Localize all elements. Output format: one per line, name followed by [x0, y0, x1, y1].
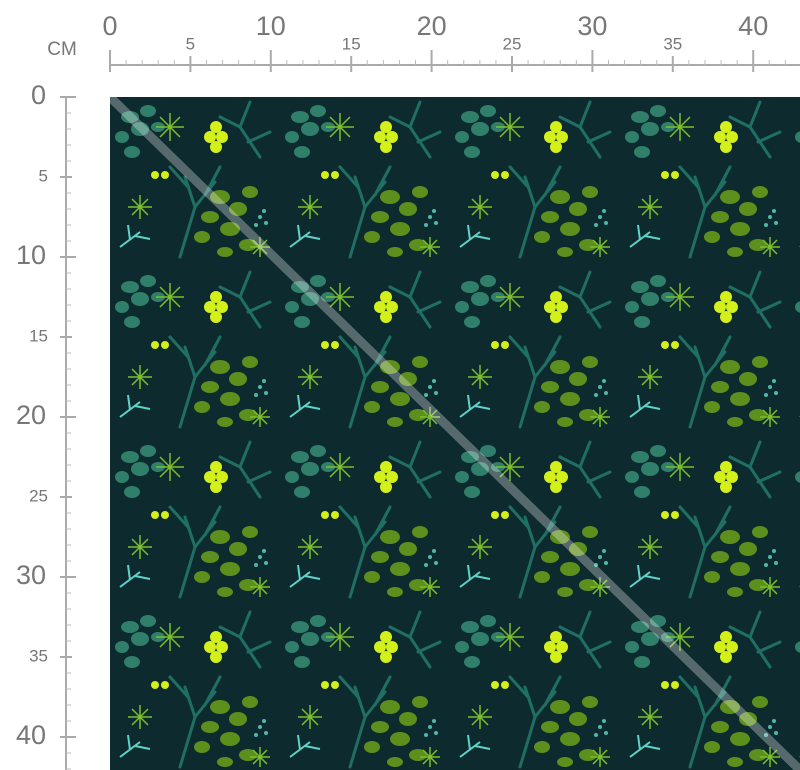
- top-tick-label: 15: [342, 34, 361, 53]
- top-tick-label: 40: [738, 11, 768, 41]
- left-tick-label: 25: [29, 486, 48, 505]
- top-tick-label: 0: [102, 11, 117, 41]
- left-tick-label: 0: [31, 80, 46, 110]
- left-tick-label: 30: [16, 560, 46, 590]
- left-tick-label: 10: [16, 240, 46, 270]
- top-tick-label: 25: [503, 34, 522, 53]
- fold-highlight: [106, 93, 800, 770]
- fabric-swatch: [110, 97, 800, 770]
- top-tick-label: 20: [417, 11, 447, 41]
- top-tick-label: 5: [186, 34, 195, 53]
- left-tick-label: 15: [29, 326, 48, 345]
- left-tick-label: 5: [39, 166, 48, 185]
- unit-label: CM: [47, 39, 77, 60]
- left-tick-label: 35: [29, 646, 48, 665]
- left-tick-label: 40: [16, 720, 46, 750]
- top-tick-label: 10: [256, 11, 286, 41]
- left-tick-label: 20: [16, 400, 46, 430]
- ruler-ticks: 0 5 10 15 20 25 30 35 40 0 5 10 15 20 25 30 35 40: [16, 11, 786, 770]
- top-tick-label: 30: [577, 11, 607, 41]
- top-tick-label: 35: [663, 34, 682, 53]
